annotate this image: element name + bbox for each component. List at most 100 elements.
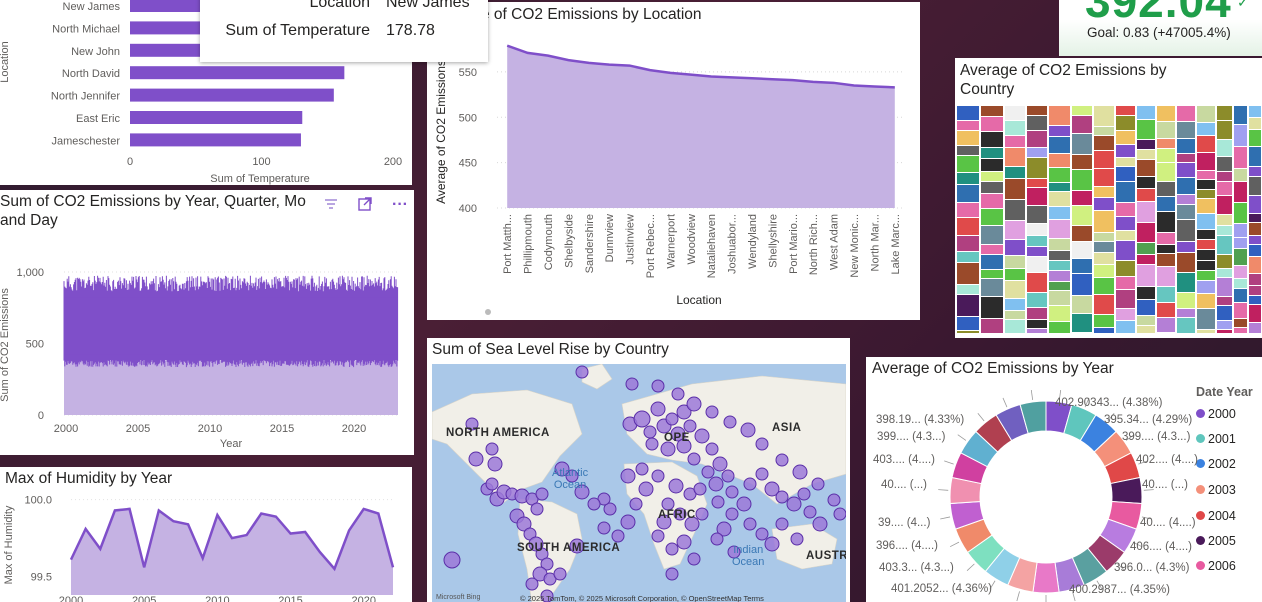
treemap-tile — [981, 319, 1003, 333]
map-attribution[interactable]: © 2025 TomTom, © 2025 Microsoft Corporat… — [520, 594, 764, 602]
co2-location-area — [507, 45, 895, 208]
treemap-tile — [1217, 269, 1232, 277]
filter-icon[interactable] — [320, 196, 342, 218]
treemap-tile — [981, 194, 1003, 208]
map-attribution-logo[interactable]: Microsoft Bing — [436, 594, 481, 601]
treemap-tile — [1137, 255, 1155, 264]
humidity-chart[interactable]: 99.5 100.0 2000 2005 2010 2015 2020 Max of Humi… — [0, 467, 412, 602]
treemap-tile — [1116, 145, 1135, 157]
treemap-tile — [1094, 127, 1114, 135]
map-bubble — [705, 405, 719, 419]
map-bubble — [676, 534, 692, 550]
legend-item-2002[interactable]: 2002 — [1196, 457, 1236, 471]
co2-location-chart[interactable]: 400 450 500 550 Port Matth... Phillipmouth Cod… — [427, 2, 920, 320]
co2-time-x-tick: 2010 — [198, 423, 222, 435]
kpi-card[interactable]: 392.04 ✓ Goal: 0.83 (+47005.4%) — [1059, 0, 1262, 56]
map-canvas[interactable]: NORTH AMERICA ASIA OPE AFRIC SOUTH AMERI… — [432, 364, 846, 602]
map-bubble — [686, 396, 702, 412]
legend-item-2001[interactable]: 2001 — [1196, 432, 1236, 446]
treemap-tile — [1197, 199, 1215, 213]
legend-item-2000[interactable]: 2000 — [1196, 407, 1236, 421]
temp-x-axis-title: Sum of Temperature — [210, 173, 309, 185]
co2-location-card[interactable]: e of CO2 Emissions by Location 400 450 500… — [427, 2, 920, 320]
map-layer[interactable] — [432, 364, 846, 602]
treemap-tile — [1027, 293, 1047, 307]
co2-country-card[interactable]: Average of CO2 Emissions by Country — [955, 58, 1262, 338]
legend-item-2003[interactable]: 2003 — [1196, 483, 1236, 497]
map-bubble — [665, 412, 679, 426]
map-bubble — [755, 527, 769, 541]
more-options-icon[interactable]: ··· — [392, 196, 408, 213]
donut-label: 39.... (4...) — [878, 517, 931, 529]
map-bubble — [708, 476, 724, 492]
treemap-tile — [1094, 328, 1114, 333]
co2-time-chart[interactable]: 0 500 1,000 2000 2005 2010 2015 2020 Year Sum of … — [0, 190, 414, 455]
treemap-tile — [1072, 106, 1092, 115]
indian-line1: Indian — [733, 544, 764, 556]
co2-time-band-core — [64, 297, 398, 355]
map-bubble — [487, 456, 503, 472]
map-bubble — [705, 442, 719, 456]
temp-x-tick: 0 — [127, 156, 133, 168]
treemap-tile — [1197, 271, 1215, 280]
treemap-tile — [1249, 286, 1261, 295]
donut-label: 40.... (...) — [881, 479, 928, 491]
co2-country-treemap[interactable] — [955, 58, 1262, 338]
check-icon: ✓ — [1237, 0, 1249, 10]
temp-category-label: East Eric — [76, 113, 121, 125]
treemap-tile — [1177, 293, 1195, 308]
treemap-tile — [1005, 299, 1025, 310]
map-bubble — [693, 482, 707, 496]
treemap-tile — [1027, 247, 1047, 256]
co2-year-donut[interactable] — [866, 357, 1262, 602]
donut-label: 398.19... (4.33%) — [876, 414, 965, 426]
treemap-tile — [1005, 269, 1025, 280]
treemap-tile — [1157, 139, 1175, 148]
treemap-tile — [1197, 214, 1215, 229]
co2-time-x-axis-title: Year — [220, 438, 243, 450]
map-bubble — [743, 517, 757, 531]
treemap-tile — [1217, 330, 1232, 333]
map-bubble — [540, 557, 554, 571]
treemap-tile — [981, 297, 1003, 318]
map-bubble — [743, 477, 757, 491]
legend-item-2004[interactable]: 2004 — [1196, 509, 1236, 523]
map-bubble — [530, 502, 544, 516]
treemap-tile — [1094, 106, 1114, 126]
treemap-tile — [1005, 179, 1025, 199]
treemap-tile — [1049, 271, 1070, 281]
treemap-tile — [957, 317, 979, 330]
treemap-tile — [1177, 253, 1195, 272]
treemap-tile — [1197, 330, 1215, 333]
temp-bar — [130, 88, 334, 102]
focus-mode-icon[interactable] — [354, 196, 376, 218]
donut-leader — [1117, 563, 1126, 572]
donut-label: 400.2987... (4.35%) — [1069, 584, 1171, 596]
map-bubble — [645, 437, 659, 451]
map-bubble — [535, 487, 549, 501]
treemap-tile — [1234, 328, 1247, 333]
map-bubble — [676, 438, 692, 454]
map-bubble — [812, 516, 828, 532]
sea-level-card[interactable]: Sum of Sea Level Rise by Country NORTH A… — [427, 338, 850, 602]
co2-location-y-tick: 500 — [459, 112, 477, 124]
donut-leader — [1016, 591, 1020, 602]
treemap-tile — [1116, 277, 1135, 289]
treemap-tile — [1049, 220, 1070, 238]
legend-item-2005[interactable]: 2005 — [1196, 534, 1236, 548]
treemap-tile — [1217, 140, 1232, 156]
legend-item-2006[interactable]: 2006 — [1196, 559, 1236, 573]
treemap-tile — [1094, 136, 1114, 150]
treemap-tile — [1027, 257, 1047, 272]
co2-location-x-tick: North Mar... — [869, 214, 881, 271]
map-bubble — [710, 532, 724, 546]
co2-time-card[interactable]: Sum of CO2 Emissions by Year, Quarter, M… — [0, 190, 414, 455]
tooltip-temperature-value: 178.78 — [386, 22, 435, 39]
co2-year-card[interactable]: Average of CO2 Emissions by Year — [866, 357, 1262, 602]
co2-year-title: Average of CO2 Emissions by Year — [872, 360, 1114, 377]
humidity-card[interactable]: Max of Humidity by Year 99.5 100.0 2000 200… — [0, 467, 412, 602]
map-bubble — [775, 453, 789, 467]
land-mass — [581, 364, 613, 390]
temp-x-tick: 100 — [252, 156, 270, 168]
kpi-value: 392.04 — [1085, 0, 1232, 27]
